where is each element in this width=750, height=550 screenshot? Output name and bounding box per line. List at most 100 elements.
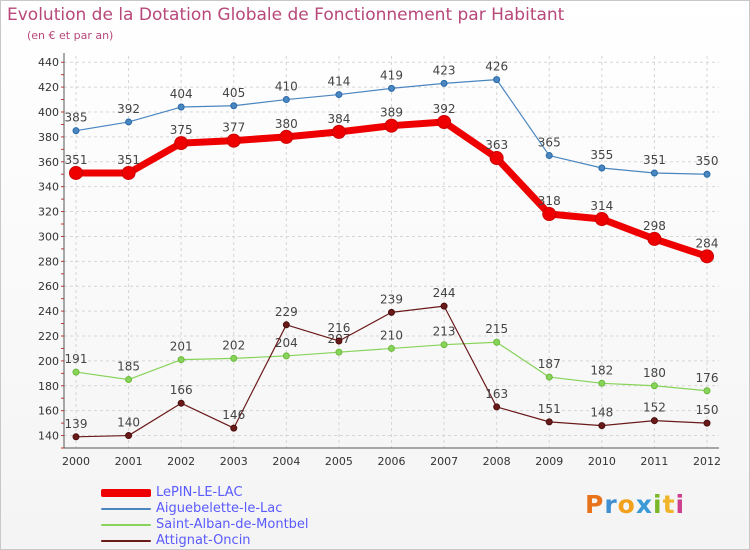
data-label: 150: [696, 403, 719, 417]
logo-letter: o: [617, 490, 636, 519]
legend-label: Saint-Alban-de-Montbel: [156, 517, 309, 532]
data-label: 176: [696, 371, 719, 385]
series-3: 191185201202204207210213215187182180176: [65, 322, 719, 395]
data-label: 215: [485, 322, 508, 336]
data-label: 419: [380, 68, 403, 82]
data-point: [703, 387, 711, 395]
data-label: 375: [170, 123, 193, 137]
data-label: 152: [643, 401, 666, 415]
data-label: 182: [590, 363, 613, 377]
data-label: 389: [380, 106, 403, 120]
legend-item: LePIN-LE-LAC: [101, 485, 401, 501]
chart-subtitle: (en € et par an): [27, 29, 114, 42]
data-point: [335, 348, 343, 356]
data-point: [282, 96, 290, 104]
y-tick-label: 240: [38, 305, 59, 318]
legend-swatch: [101, 508, 151, 510]
y-tick-label: 160: [38, 405, 59, 418]
data-point: [230, 354, 238, 362]
data-point: [388, 344, 395, 352]
data-point: [650, 169, 658, 177]
data-point: [72, 368, 80, 376]
data-label: 187: [538, 357, 561, 371]
data-point: [125, 432, 133, 440]
data-point: [125, 376, 133, 384]
data-label: 380: [275, 117, 298, 131]
data-label: 377: [222, 121, 245, 135]
data-label: 204: [275, 336, 298, 350]
y-tick-label: 420: [38, 81, 59, 94]
data-label: 350: [696, 154, 719, 168]
legend-item: Aiguebelette-le-Lac: [101, 501, 401, 517]
data-point: [282, 321, 290, 329]
y-tick-label: 280: [38, 255, 59, 268]
legend-label: LePIN-LE-LAC: [156, 485, 243, 500]
data-point: [700, 249, 714, 264]
data-label: 201: [170, 340, 193, 354]
data-label: 410: [275, 80, 298, 94]
data-point: [545, 373, 553, 381]
legend-label: Aiguebelette-le-Lac: [156, 501, 283, 516]
logo-letter: i: [675, 490, 686, 519]
data-point: [335, 91, 343, 99]
x-tick-label: 2012: [693, 455, 721, 468]
logo-letter: r: [604, 490, 618, 519]
data-label: 426: [485, 60, 508, 74]
data-point: [493, 403, 501, 411]
data-label: 139: [65, 417, 88, 431]
data-point: [703, 419, 711, 427]
data-label: 314: [590, 199, 613, 213]
data-point: [125, 118, 133, 126]
y-tick-label: 380: [38, 131, 59, 144]
data-point: [545, 418, 553, 426]
data-point: [174, 136, 189, 151]
data-point: [493, 76, 501, 84]
data-point: [440, 341, 448, 349]
data-point: [230, 102, 238, 110]
data-point: [384, 118, 399, 133]
y-tick-label: 140: [38, 430, 59, 443]
logo-letter: x: [635, 490, 653, 519]
data-label: 229: [275, 305, 298, 319]
logo-letter: t: [662, 490, 676, 519]
data-point: [335, 337, 343, 345]
data-point: [72, 127, 80, 135]
data-point: [69, 165, 83, 180]
data-point: [282, 352, 290, 360]
x-tick-label: 2000: [62, 455, 90, 468]
x-tick-label: 2007: [430, 455, 458, 468]
data-point: [437, 114, 452, 129]
data-label: 151: [538, 402, 561, 416]
axes: 140 160 180 200 220 240 260 280 300 320 340 360 380 4…: [38, 53, 721, 468]
data-label: 423: [433, 63, 456, 77]
data-point: [650, 382, 658, 390]
data-point: [388, 84, 395, 92]
x-tick-label: 2009: [535, 455, 563, 468]
data-label: 392: [117, 102, 140, 116]
y-tick-label: 400: [38, 106, 59, 119]
y-tick-label: 320: [38, 206, 59, 219]
x-tick-label: 2008: [483, 455, 511, 468]
data-label: 414: [327, 75, 350, 89]
x-tick-label: 2002: [167, 455, 195, 468]
legend: LePIN-LE-LAC Aiguebelette-le-Lac Saint-Alb…: [101, 485, 401, 549]
data-point: [545, 152, 553, 160]
data-point: [703, 170, 711, 178]
chart-title: Evolution de la Dotation Globale de Fonc…: [7, 5, 565, 25]
data-point: [542, 207, 557, 222]
legend-item: Attignat-Oncin: [101, 533, 401, 549]
data-point: [177, 399, 185, 407]
data-point: [331, 124, 346, 139]
data-label: 216: [327, 321, 350, 335]
data-label: 404: [170, 87, 193, 101]
data-label: 244: [433, 286, 456, 300]
data-point: [388, 308, 395, 316]
data-label: 239: [380, 292, 403, 306]
data-label: 191: [65, 352, 88, 366]
y-tick-label: 220: [38, 330, 59, 343]
proxiti-logo: Proxiti: [585, 490, 685, 519]
data-label: 213: [433, 325, 456, 339]
data-label: 363: [485, 138, 508, 152]
